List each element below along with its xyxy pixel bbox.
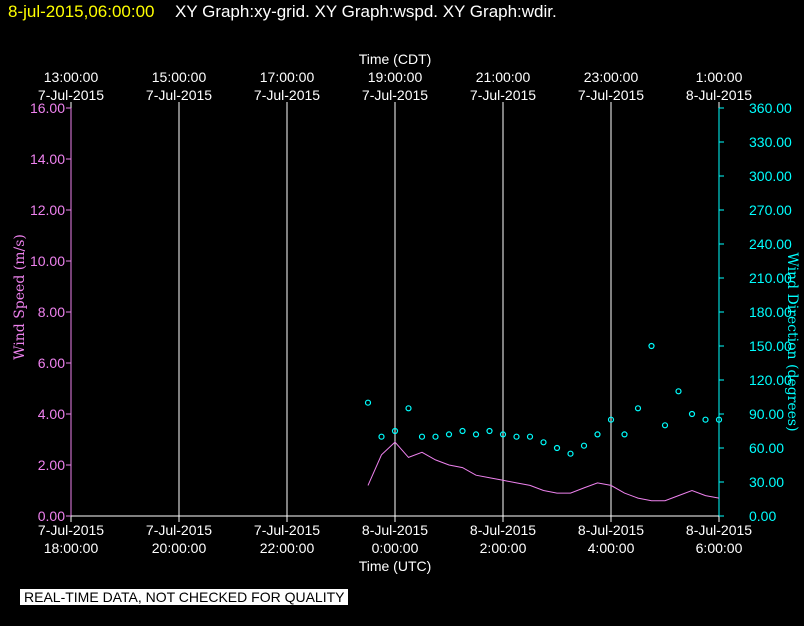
x-top-tick-date: 7-Jul-2015 (578, 87, 644, 103)
y-right-tick-label: 120.00 (749, 372, 792, 388)
x-top-tick-time: 21:00:00 (476, 69, 531, 85)
x-bottom-tick-date: 8-Jul-2015 (362, 522, 428, 538)
quality-disclaimer: REAL-TIME DATA, NOT CHECKED FOR QUALITY (20, 589, 349, 605)
x-bottom-tick-time: 22:00:00 (260, 540, 315, 556)
x-bottom-tick-date: 7-Jul-2015 (254, 522, 320, 538)
x-bottom-tick-date: 8-Jul-2015 (686, 522, 752, 538)
x-top-tick-time: 13:00:00 (44, 69, 99, 85)
y-left-title: Wind Speed (m/s) (12, 234, 28, 360)
x-top-tick-date: 7-Jul-2015 (470, 87, 536, 103)
y-left-tick-label: 12.00 (30, 202, 65, 218)
x-top-tick-time: 19:00:00 (368, 69, 423, 85)
y-left-tick-label: 4.00 (38, 406, 65, 422)
wind-direction-point (513, 433, 520, 440)
wind-direction-point (418, 433, 426, 440)
y-right-title: Wind Direction (degrees) (784, 252, 800, 431)
x-top-tick-time: 17:00:00 (260, 69, 315, 85)
y-left-tick-label: 8.00 (38, 304, 65, 320)
x-bottom-tick-time: 6:00:00 (696, 540, 743, 556)
x-top-tick-time: 15:00:00 (152, 69, 207, 85)
wind-direction-point (621, 431, 628, 438)
wind-direction-point (540, 439, 547, 446)
x-bottom-tick-time: 4:00:00 (588, 540, 635, 556)
wind-direction-point (580, 442, 588, 449)
x-bottom-tick-time: 0:00:00 (372, 540, 419, 556)
wind-direction-point (432, 433, 439, 440)
y-right-tick-label: 300.00 (749, 168, 792, 184)
y-left-tick-label: 2.00 (38, 457, 65, 473)
wind-direction-point (553, 444, 561, 452)
wind-direction-point (499, 431, 507, 438)
wind-direction-point (459, 427, 466, 435)
wind-direction-point (405, 405, 412, 412)
x-bottom-tick-date: 8-Jul-2015 (470, 522, 536, 538)
y-right-tick-label: 0.00 (749, 508, 776, 524)
x-top-tick-date: 8-Jul-2015 (686, 87, 752, 103)
x-top-tick-time: 23:00:00 (584, 69, 639, 85)
x-bottom-tick-date: 8-Jul-2015 (578, 522, 644, 538)
x-top-tick-date: 7-Jul-2015 (146, 87, 212, 103)
wind-direction-point (526, 433, 534, 440)
x-top-title: Time (CDT) (359, 51, 432, 67)
y-right-tick-label: 330.00 (749, 134, 792, 150)
wind-speed-line (367, 441, 720, 502)
y-right-tick-label: 240.00 (749, 236, 792, 252)
y-left-tick-label: 10.00 (30, 253, 65, 269)
wind-direction-point (675, 388, 682, 395)
wind-direction-point (378, 433, 385, 440)
wind-direction-point (634, 405, 642, 412)
x-top-tick-date: 7-Jul-2015 (362, 87, 428, 103)
y-right-tick-label: 180.00 (749, 304, 792, 320)
y-right-tick-label: 270.00 (749, 202, 792, 218)
wind-direction-point (661, 422, 669, 429)
x-top-tick-date: 7-Jul-2015 (38, 87, 104, 103)
wind-direction-point (391, 427, 399, 435)
wind-direction-point (607, 416, 615, 423)
y-left-tick-label: 6.00 (38, 355, 65, 371)
y-left-tick-label: 16.00 (30, 100, 65, 116)
wind-direction-point (648, 342, 655, 350)
wind-direction-point (702, 416, 709, 423)
y-right-tick-label: 360.00 (749, 100, 792, 116)
wind-direction-point (715, 416, 723, 423)
wind-direction-point (594, 431, 601, 438)
wind-direction-point (472, 431, 480, 438)
x-top-tick-time: 1:00:00 (696, 69, 743, 85)
date-header: 8-jul-2015,06:00:00 (8, 2, 155, 21)
graphs-header: XY Graph:xy-grid. XY Graph:wspd. XY Grap… (175, 2, 557, 21)
x-bottom-tick-date: 7-Jul-2015 (146, 522, 212, 538)
y-right-tick-label: 210.00 (749, 270, 792, 286)
y-right-tick-label: 30.00 (749, 474, 784, 490)
wind-direction-point (364, 399, 372, 406)
wind-direction-point (445, 431, 453, 438)
y-left-tick-label: 14.00 (30, 151, 65, 167)
x-bottom-tick-time: 18:00:00 (44, 540, 99, 556)
x-bottom-tick-date: 7-Jul-2015 (38, 522, 104, 538)
x-bottom-tick-time: 20:00:00 (152, 540, 207, 556)
y-right-tick-label: 150.00 (749, 338, 792, 354)
y-left-tick-label: 0.00 (38, 508, 65, 524)
x-bottom-tick-time: 2:00:00 (480, 540, 527, 556)
y-right-tick-label: 60.00 (749, 440, 784, 456)
wind-direction-point (688, 410, 696, 418)
wind-direction-point (486, 427, 493, 435)
x-bottom-title: Time (UTC) (359, 558, 432, 574)
x-top-tick-date: 7-Jul-2015 (254, 87, 320, 103)
wind-direction-point (567, 450, 574, 457)
y-right-tick-label: 90.00 (749, 406, 784, 422)
